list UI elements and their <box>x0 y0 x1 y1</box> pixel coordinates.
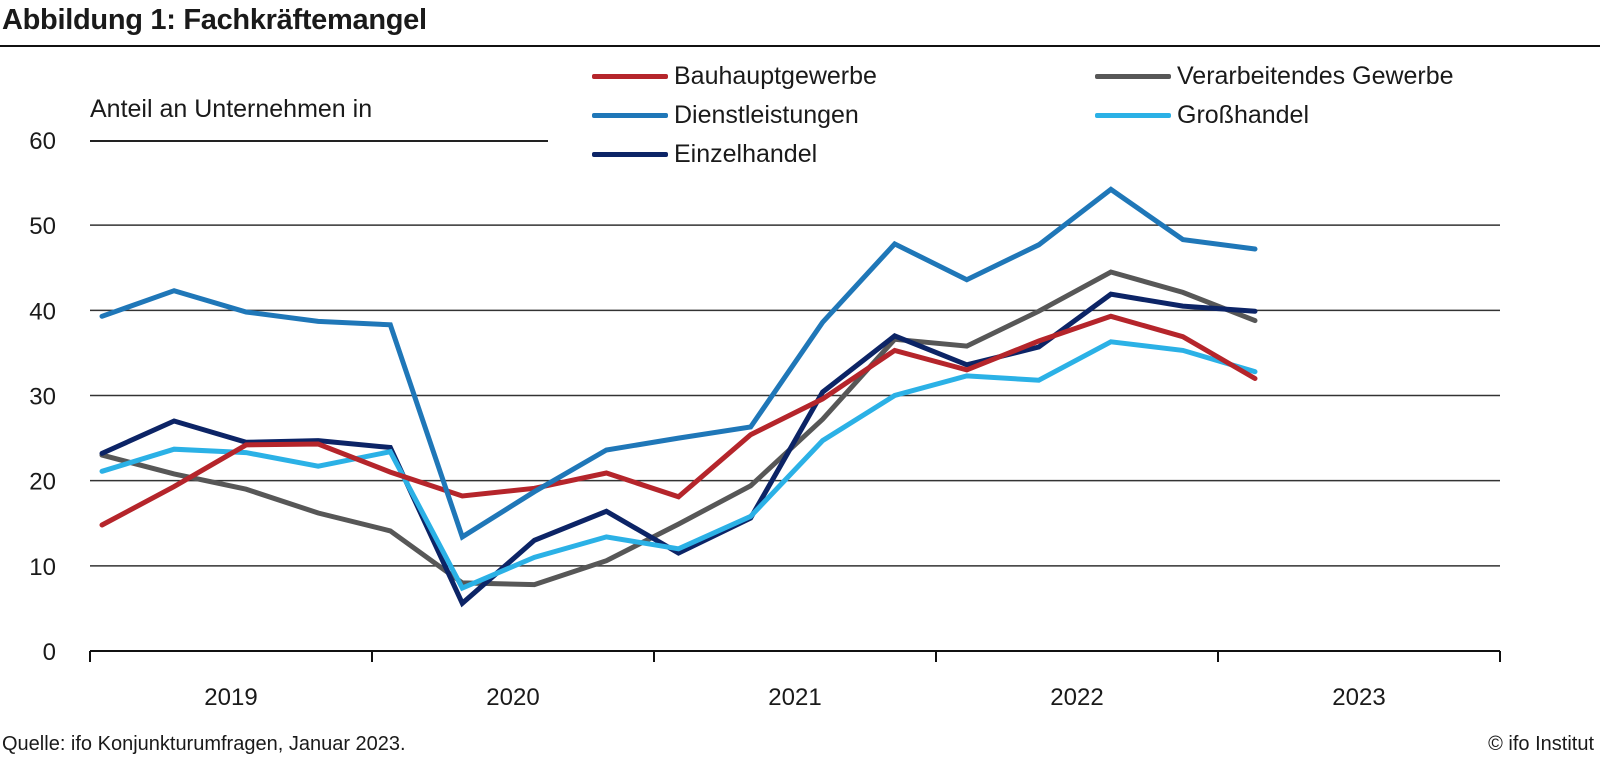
legend-label: Dienstleistungen <box>674 101 859 129</box>
legend-label: Großhandel <box>1177 101 1310 129</box>
series-line-grosshandel <box>99 339 1258 592</box>
x-tick-label: 2023 <box>1332 684 1385 711</box>
y-tick-label: 60 <box>29 128 56 155</box>
legend-item-bauhauptgewerbe: Bauhauptgewerbe <box>592 62 877 91</box>
x-axis: 2019 2020 2021 2022 2023 <box>89 650 1501 711</box>
legend-swatch-verarbeitendes-gewerbe <box>1095 74 1171 79</box>
title-divider <box>0 45 1600 47</box>
legend-swatch-einzelhandel <box>592 152 668 157</box>
legend-swatch-bauhauptgewerbe <box>592 74 668 79</box>
y-axis-label: Anteil an Unternehmen in <box>90 95 373 123</box>
y-tick-label: 40 <box>29 298 56 325</box>
y-tick-label: 20 <box>29 469 56 496</box>
y-tick-label: 50 <box>29 213 56 240</box>
legend-item-verarbeitendes-gewerbe: Verarbeitendes Gewerbe <box>1095 62 1454 91</box>
series-line-einzelhandel <box>99 291 1258 608</box>
legend-swatch-grosshandel <box>1095 113 1171 118</box>
x-tick-label: 2022 <box>1050 684 1103 711</box>
legend-label: Einzelhandel <box>674 140 818 168</box>
legend-item-grosshandel: Großhandel <box>1095 101 1309 130</box>
y-axis-label-underline <box>90 140 548 142</box>
series-lines <box>99 186 1258 608</box>
series-line-verarbeitendes-gewerbe <box>99 269 1258 588</box>
y-axis-ticks: 0 10 20 30 40 50 60 <box>29 128 56 666</box>
legend-item-einzelhandel: Einzelhandel <box>592 140 817 169</box>
x-tick-label: 2019 <box>204 684 257 711</box>
legend-item-dienstleistungen: Dienstleistungen <box>592 101 859 130</box>
chart-title: Abbildung 1: Fachkräftemangel <box>2 4 427 36</box>
source-note: Quelle: ifo Konjunkturumfragen, Januar 2… <box>2 733 406 755</box>
gridlines <box>90 224 1500 567</box>
legend-label: Verarbeitendes Gewerbe <box>1177 62 1454 90</box>
legend-swatch-dienstleistungen <box>592 113 668 118</box>
y-tick-label: 10 <box>29 554 56 581</box>
series-line-bauhauptgewerbe <box>99 313 1258 528</box>
y-tick-label: 30 <box>29 384 56 411</box>
y-tick-label: 0 <box>43 639 56 666</box>
series-line-dienstleistungen <box>99 186 1258 541</box>
x-tick-label: 2021 <box>768 684 821 711</box>
x-tick-label: 2020 <box>486 684 539 711</box>
copyright-note: © ifo Institut <box>1488 733 1594 755</box>
legend-label: Bauhauptgewerbe <box>674 62 877 90</box>
